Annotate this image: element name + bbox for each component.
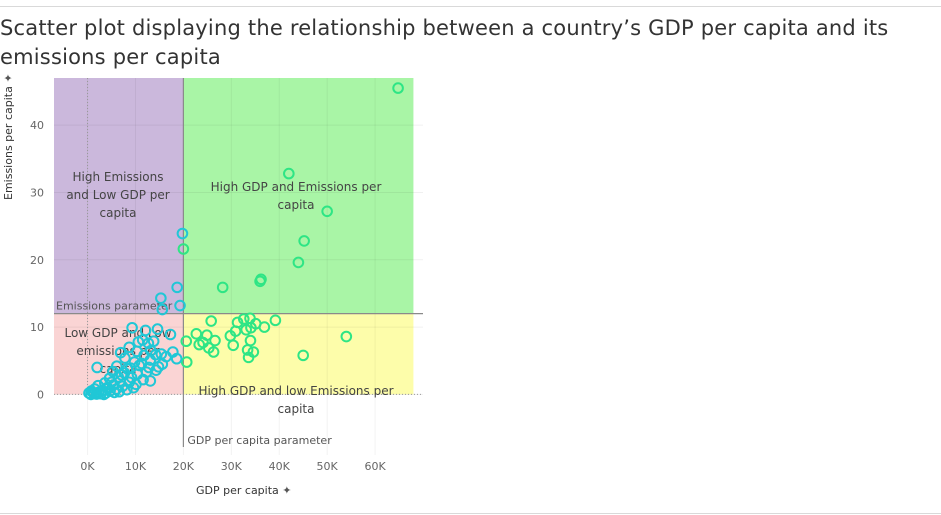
x-tick-label: 40K [269,460,291,473]
data-point [297,349,309,362]
y-tick-label: 0 [37,388,44,401]
data-point [164,328,177,341]
data-point [85,388,97,401]
quadrant-label-line: High GDP and low Emissions per [198,384,393,398]
x-tick-label: 0K [80,460,95,473]
data-point [269,314,282,327]
quadrant-label-line: High GDP and Emissions per [211,180,382,194]
data-point [340,330,353,343]
data-point [190,328,203,340]
data-point [241,344,254,356]
data-point [283,167,295,180]
x-tick-label: 60K [364,460,386,473]
x-axis-label: GDP per capita [196,484,279,497]
x-tick-label: 10K [125,460,147,473]
data-point [254,275,266,288]
data-point [237,313,250,325]
data-points [83,82,404,401]
data-point [144,375,157,387]
data-point [87,386,99,399]
data-point [127,381,140,394]
data-point [227,339,240,352]
data-point [147,335,160,348]
quadrant-backgrounds [54,78,414,395]
data-point [392,82,404,94]
y-tick-label: 30 [30,186,44,199]
y-axis-title[interactable]: Emissions per capita ✦ [2,73,15,200]
data-point [131,345,143,358]
reference-lines: Emissions parameter GDP per capita parame… [54,78,423,447]
chart-title: Scatter plot displaying the relationship… [0,16,889,69]
data-point [205,315,217,327]
quadrant-2 [183,78,414,314]
x-tick-label: 30K [221,460,243,473]
y-axis-label: Emissions per capita [2,86,15,200]
data-point [180,335,193,348]
data-point [240,323,252,336]
x-tick-label: 50K [317,460,339,473]
data-point [176,227,189,240]
data-point [209,334,221,347]
pin-icon[interactable]: ✦ [2,73,15,83]
data-point [193,338,206,351]
quadrant-1 [54,78,184,314]
axes: 0 10 20 30 40 0K 10K 20K 30K 40K 50K 60K [30,119,386,473]
data-point [156,303,169,316]
x-axis-title[interactable]: GDP per capita ✦ [196,484,292,497]
data-point [180,356,193,368]
data-point [242,351,255,364]
emissions-parameter-label: Emissions parameter [56,300,173,313]
x-tick-label: 20K [173,460,195,473]
y-tick-label: 10 [30,321,44,334]
data-point [91,361,103,374]
quadrant-label-line: High Emissions [72,170,163,184]
data-point [113,385,125,398]
data-point [292,256,305,269]
data-point [202,342,215,354]
y-tick-label: 20 [30,254,44,267]
data-point [126,321,138,334]
data-point [171,281,183,294]
data-point [298,235,310,247]
quadrant-label-line: and Low GDP per [66,188,169,202]
gdp-parameter-label: GDP per capita parameter [187,434,332,447]
quadrant-label-line: capita [278,198,315,212]
data-point [121,383,133,396]
quadrant-label-line: capita [278,402,315,416]
data-point [321,205,333,218]
quadrant-label-line: capita [100,206,137,220]
data-point [174,299,186,312]
data-point [143,361,155,374]
data-point [258,321,271,333]
data-point [151,323,164,335]
data-point [155,292,167,304]
y-tick-label: 40 [30,119,44,132]
quadrant-labels: High Emissions and Low GDP per capita High … [64,170,393,416]
top-divider [0,6,941,7]
data-point [114,346,127,359]
data-point [150,364,162,376]
data-point [216,281,229,294]
data-point [102,382,114,395]
data-point [177,243,190,255]
bottom-divider [0,513,941,514]
data-point [170,352,183,365]
pin-icon[interactable]: ✦ [282,484,292,497]
